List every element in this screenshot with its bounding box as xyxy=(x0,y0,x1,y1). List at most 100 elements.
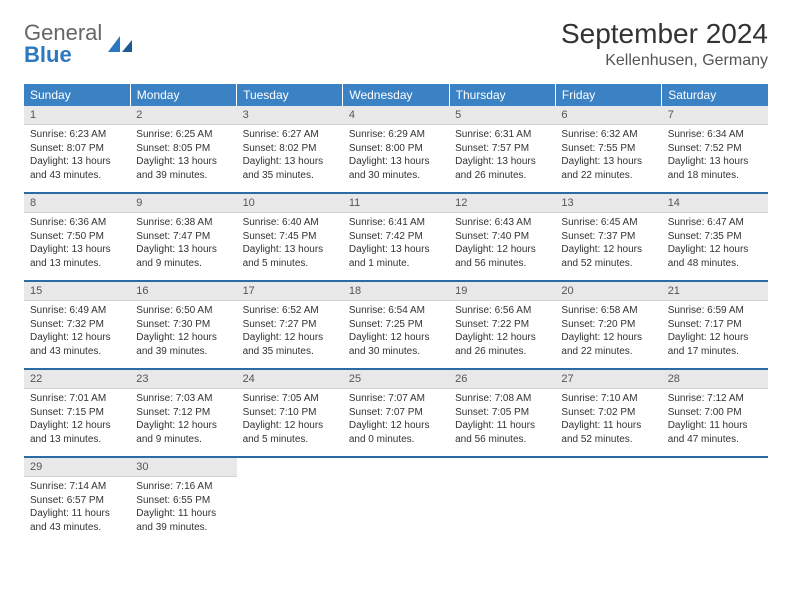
day-details: Sunrise: 7:14 AMSunset: 6:57 PMDaylight:… xyxy=(24,477,130,538)
day-details: Sunrise: 7:03 AMSunset: 7:12 PMDaylight:… xyxy=(130,389,236,450)
day-details: Sunrise: 6:59 AMSunset: 7:17 PMDaylight:… xyxy=(662,301,768,362)
day-details: Sunrise: 6:27 AMSunset: 8:02 PMDaylight:… xyxy=(237,125,343,186)
day-number: 24 xyxy=(237,370,343,389)
day-number: 28 xyxy=(662,370,768,389)
day-details: Sunrise: 6:23 AMSunset: 8:07 PMDaylight:… xyxy=(24,125,130,186)
day-number: 11 xyxy=(343,194,449,213)
weekday-header: Monday xyxy=(130,84,236,106)
calendar-day-cell: 1Sunrise: 6:23 AMSunset: 8:07 PMDaylight… xyxy=(24,106,130,192)
day-details: Sunrise: 6:34 AMSunset: 7:52 PMDaylight:… xyxy=(662,125,768,186)
title-block: September 2024 Kellenhusen, Germany xyxy=(561,18,768,70)
calendar-day-cell: 16Sunrise: 6:50 AMSunset: 7:30 PMDayligh… xyxy=(130,282,236,368)
calendar-day-cell: 21Sunrise: 6:59 AMSunset: 7:17 PMDayligh… xyxy=(662,282,768,368)
day-details: Sunrise: 7:07 AMSunset: 7:07 PMDaylight:… xyxy=(343,389,449,450)
calendar-day-cell: 6Sunrise: 6:32 AMSunset: 7:55 PMDaylight… xyxy=(555,106,661,192)
calendar-week-row: 1Sunrise: 6:23 AMSunset: 8:07 PMDaylight… xyxy=(24,106,768,192)
day-details: Sunrise: 7:12 AMSunset: 7:00 PMDaylight:… xyxy=(662,389,768,450)
calendar-day-cell: 30Sunrise: 7:16 AMSunset: 6:55 PMDayligh… xyxy=(130,458,236,544)
day-details: Sunrise: 6:32 AMSunset: 7:55 PMDaylight:… xyxy=(555,125,661,186)
calendar-day-cell: 20Sunrise: 6:58 AMSunset: 7:20 PMDayligh… xyxy=(555,282,661,368)
day-number: 20 xyxy=(555,282,661,301)
calendar-day-cell: 22Sunrise: 7:01 AMSunset: 7:15 PMDayligh… xyxy=(24,370,130,456)
day-number: 30 xyxy=(130,458,236,477)
day-details: Sunrise: 7:16 AMSunset: 6:55 PMDaylight:… xyxy=(130,477,236,538)
day-number: 14 xyxy=(662,194,768,213)
day-number: 13 xyxy=(555,194,661,213)
calendar-week-row: 15Sunrise: 6:49 AMSunset: 7:32 PMDayligh… xyxy=(24,282,768,368)
day-number: 23 xyxy=(130,370,236,389)
logo-line1: General xyxy=(24,22,102,44)
day-number: 10 xyxy=(237,194,343,213)
calendar-day-cell: 13Sunrise: 6:45 AMSunset: 7:37 PMDayligh… xyxy=(555,194,661,280)
calendar-day-cell: 17Sunrise: 6:52 AMSunset: 7:27 PMDayligh… xyxy=(237,282,343,368)
calendar-day-cell: 2Sunrise: 6:25 AMSunset: 8:05 PMDaylight… xyxy=(130,106,236,192)
calendar-day-cell: 27Sunrise: 7:10 AMSunset: 7:02 PMDayligh… xyxy=(555,370,661,456)
day-number: 2 xyxy=(130,106,236,125)
calendar-day-cell: 23Sunrise: 7:03 AMSunset: 7:12 PMDayligh… xyxy=(130,370,236,456)
calendar-week-row: 8Sunrise: 6:36 AMSunset: 7:50 PMDaylight… xyxy=(24,194,768,280)
day-number: 15 xyxy=(24,282,130,301)
day-details: Sunrise: 6:45 AMSunset: 7:37 PMDaylight:… xyxy=(555,213,661,274)
calendar-day-cell: 4Sunrise: 6:29 AMSunset: 8:00 PMDaylight… xyxy=(343,106,449,192)
weekday-header: Friday xyxy=(555,84,661,106)
calendar-day-cell: 8Sunrise: 6:36 AMSunset: 7:50 PMDaylight… xyxy=(24,194,130,280)
day-number: 26 xyxy=(449,370,555,389)
day-number: 6 xyxy=(555,106,661,125)
day-details: Sunrise: 6:40 AMSunset: 7:45 PMDaylight:… xyxy=(237,213,343,274)
calendar-day-cell: 29Sunrise: 7:14 AMSunset: 6:57 PMDayligh… xyxy=(24,458,130,544)
calendar-day-cell: .. xyxy=(555,458,661,544)
day-details: Sunrise: 7:01 AMSunset: 7:15 PMDaylight:… xyxy=(24,389,130,450)
day-number: 5 xyxy=(449,106,555,125)
calendar-day-cell: 19Sunrise: 6:56 AMSunset: 7:22 PMDayligh… xyxy=(449,282,555,368)
day-details: Sunrise: 7:10 AMSunset: 7:02 PMDaylight:… xyxy=(555,389,661,450)
day-number: 17 xyxy=(237,282,343,301)
calendar-day-cell: 7Sunrise: 6:34 AMSunset: 7:52 PMDaylight… xyxy=(662,106,768,192)
day-number: 4 xyxy=(343,106,449,125)
day-number: 3 xyxy=(237,106,343,125)
logo: General Blue xyxy=(24,22,134,66)
day-number: 25 xyxy=(343,370,449,389)
weekday-header: Tuesday xyxy=(237,84,343,106)
calendar-day-cell: 14Sunrise: 6:47 AMSunset: 7:35 PMDayligh… xyxy=(662,194,768,280)
calendar-day-cell: 3Sunrise: 6:27 AMSunset: 8:02 PMDaylight… xyxy=(237,106,343,192)
month-title: September 2024 xyxy=(561,18,768,50)
location: Kellenhusen, Germany xyxy=(561,52,768,70)
day-details: Sunrise: 6:50 AMSunset: 7:30 PMDaylight:… xyxy=(130,301,236,362)
day-number: 29 xyxy=(24,458,130,477)
weekday-header-row: SundayMondayTuesdayWednesdayThursdayFrid… xyxy=(24,84,768,106)
day-details: Sunrise: 6:52 AMSunset: 7:27 PMDaylight:… xyxy=(237,301,343,362)
day-details: Sunrise: 7:05 AMSunset: 7:10 PMDaylight:… xyxy=(237,389,343,450)
calendar-day-cell: 24Sunrise: 7:05 AMSunset: 7:10 PMDayligh… xyxy=(237,370,343,456)
day-details: Sunrise: 6:31 AMSunset: 7:57 PMDaylight:… xyxy=(449,125,555,186)
calendar-day-cell: .. xyxy=(343,458,449,544)
calendar-day-cell: 10Sunrise: 6:40 AMSunset: 7:45 PMDayligh… xyxy=(237,194,343,280)
calendar-day-cell: 9Sunrise: 6:38 AMSunset: 7:47 PMDaylight… xyxy=(130,194,236,280)
calendar-day-cell: 26Sunrise: 7:08 AMSunset: 7:05 PMDayligh… xyxy=(449,370,555,456)
calendar-day-cell: .. xyxy=(449,458,555,544)
day-details: Sunrise: 6:38 AMSunset: 7:47 PMDaylight:… xyxy=(130,213,236,274)
calendar-table: SundayMondayTuesdayWednesdayThursdayFrid… xyxy=(24,84,768,544)
day-number: 19 xyxy=(449,282,555,301)
day-details: Sunrise: 6:41 AMSunset: 7:42 PMDaylight:… xyxy=(343,213,449,274)
day-details: Sunrise: 6:36 AMSunset: 7:50 PMDaylight:… xyxy=(24,213,130,274)
day-number: 8 xyxy=(24,194,130,213)
day-number: 7 xyxy=(662,106,768,125)
calendar-day-cell: 25Sunrise: 7:07 AMSunset: 7:07 PMDayligh… xyxy=(343,370,449,456)
weekday-header: Thursday xyxy=(449,84,555,106)
day-details: Sunrise: 6:25 AMSunset: 8:05 PMDaylight:… xyxy=(130,125,236,186)
calendar-body: 1Sunrise: 6:23 AMSunset: 8:07 PMDaylight… xyxy=(24,106,768,544)
weekday-header: Wednesday xyxy=(343,84,449,106)
calendar-day-cell: 28Sunrise: 7:12 AMSunset: 7:00 PMDayligh… xyxy=(662,370,768,456)
day-details: Sunrise: 6:54 AMSunset: 7:25 PMDaylight:… xyxy=(343,301,449,362)
day-number: 16 xyxy=(130,282,236,301)
day-details: Sunrise: 6:58 AMSunset: 7:20 PMDaylight:… xyxy=(555,301,661,362)
day-number: 9 xyxy=(130,194,236,213)
day-number: 12 xyxy=(449,194,555,213)
calendar-day-cell: 5Sunrise: 6:31 AMSunset: 7:57 PMDaylight… xyxy=(449,106,555,192)
day-number: 21 xyxy=(662,282,768,301)
logo-line2: Blue xyxy=(24,42,72,67)
calendar-day-cell: 15Sunrise: 6:49 AMSunset: 7:32 PMDayligh… xyxy=(24,282,130,368)
weekday-header: Saturday xyxy=(662,84,768,106)
weekday-header: Sunday xyxy=(24,84,130,106)
day-number: 27 xyxy=(555,370,661,389)
